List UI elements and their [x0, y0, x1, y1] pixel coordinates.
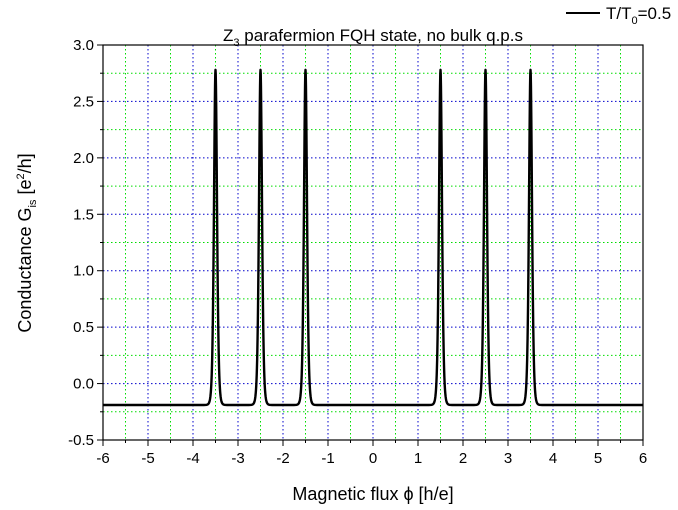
legend-label-sub: 0 — [632, 15, 638, 27]
x-axis-title: Magnetic flux ϕ [h/e] — [292, 484, 453, 504]
y-axis-title: Conductance Gis [e2/h] — [15, 153, 39, 332]
y-axis-title-pre: Conductance G — [15, 208, 35, 333]
y-tick-label: 0.0 — [73, 376, 94, 393]
axis-ticks — [97, 44, 644, 446]
chart-title-main: Z — [223, 26, 233, 45]
y-tick-label: 1.0 — [73, 263, 94, 280]
x-tick-label: -3 — [231, 450, 244, 467]
y-axis-title-mid: [e — [15, 180, 35, 200]
y-tick-labels: -0.5 0.0 0.5 1.0 1.5 2.0 2.5 3.0 — [68, 37, 94, 449]
x-tick-label: 3 — [504, 450, 512, 467]
x-tick-label: 6 — [639, 450, 647, 467]
y-axis-title-post: /h] — [15, 153, 35, 173]
x-tick-labels: -6 -5 -4 -3 -2 -1 0 1 2 3 4 5 6 — [96, 450, 647, 467]
series-line — [102, 68, 644, 407]
major-grid — [103, 45, 643, 440]
x-tick-label: 1 — [414, 450, 422, 467]
x-tick-label: 0 — [369, 450, 377, 467]
x-tick-label: -4 — [186, 450, 199, 467]
x-tick-label: -6 — [96, 450, 109, 467]
x-tick-label: 5 — [594, 450, 602, 467]
legend: T/T0=0.5 — [566, 4, 671, 27]
x-tick-label: -2 — [276, 450, 289, 467]
x-tick-label: -5 — [141, 450, 154, 467]
y-axis-title-sub: is — [27, 199, 39, 207]
y-tick-label: -0.5 — [68, 432, 94, 449]
y-tick-label: 3.0 — [73, 37, 94, 54]
y-tick-label: 0.5 — [73, 319, 94, 336]
y-axis-title-sup: 2 — [15, 173, 27, 179]
legend-label-post: =0.5 — [638, 4, 672, 23]
x-tick-label: 4 — [549, 450, 557, 467]
y-tick-label: 2.5 — [73, 93, 94, 110]
legend-label-pre: T/T — [606, 4, 632, 23]
x-tick-label: 2 — [459, 450, 467, 467]
chart-title-rest: parafermion FQH state, no bulk q.p.s — [240, 26, 523, 45]
chart-title-sub: 3 — [233, 37, 239, 49]
chart-title: Z3 parafermion FQH state, no bulk q.p.s — [223, 26, 523, 49]
legend-label: T/T0=0.5 — [606, 4, 671, 27]
y-tick-label: 2.0 — [73, 150, 94, 167]
y-tick-label: 1.5 — [73, 206, 94, 223]
x-tick-label: -1 — [321, 450, 334, 467]
